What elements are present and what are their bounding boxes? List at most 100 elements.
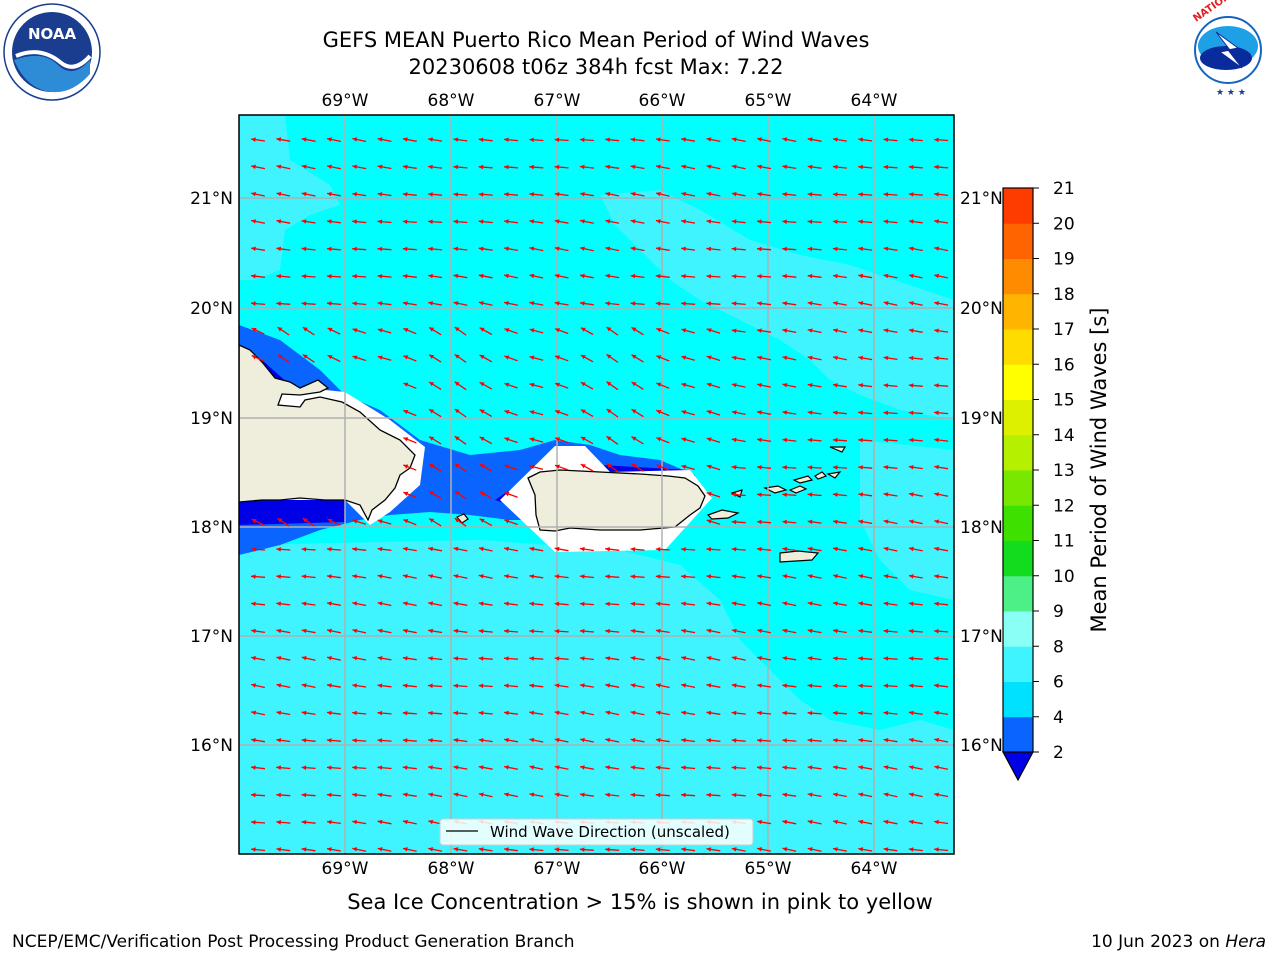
wind-wave-arrowhead [504, 328, 510, 333]
wind-wave-arrowhead [807, 546, 813, 552]
wind-wave-arrowhead [731, 246, 737, 252]
wind-wave-arrowhead [934, 328, 939, 333]
wind-wave-arrowhead [326, 547, 332, 552]
wind-wave-arrowhead [453, 246, 459, 252]
wind-wave-arrowhead [706, 464, 712, 469]
wind-wave-arrowhead [529, 464, 535, 470]
wind-wave-arrowhead [580, 792, 585, 798]
wind-wave-arrowhead [706, 628, 712, 634]
wind-wave-arrowhead [731, 191, 737, 197]
wind-wave-arrowhead [833, 819, 838, 825]
wind-wave-arrowhead [605, 765, 610, 770]
wind-wave-arrowhead [251, 628, 256, 634]
wind-wave-arrowhead [504, 601, 509, 606]
wind-wave-arrowhead [478, 738, 484, 743]
wind-wave-arrowhead [529, 629, 534, 634]
wind-wave-arrowhead [302, 327, 308, 332]
wind-wave-arrowhead [858, 273, 864, 279]
wind-wave-arrowhead [934, 301, 939, 306]
wind-wave-arrowhead [757, 710, 762, 716]
wind-wave-arrowhead [606, 436, 612, 441]
wind-wave-arrowhead [478, 683, 484, 689]
wind-wave-arrowhead [579, 601, 585, 607]
wind-wave-arrowhead [782, 710, 787, 716]
wind-wave-arrowhead [681, 683, 687, 688]
wind-wave-arrowhead [681, 574, 686, 579]
wind-wave-arrowhead [655, 710, 661, 715]
wind-wave-arrowhead [402, 192, 408, 197]
wind-wave-arrowhead [757, 355, 762, 361]
lat-label-right-20n: 20°N [960, 299, 1003, 319]
wind-wave-arrowhead [858, 410, 863, 415]
wind-wave-arrowhead [529, 410, 535, 415]
wind-wave-arrowhead [554, 273, 560, 279]
wind-wave-arrowhead [706, 191, 712, 197]
wind-wave-arrowhead [630, 164, 636, 170]
wind-wave-arrowhead [833, 601, 838, 606]
wind-wave-arrowhead [832, 437, 838, 443]
wind-wave-arrowhead [706, 738, 712, 743]
wind-wave-arrowhead [908, 164, 914, 170]
wind-wave-arrowhead [807, 410, 813, 415]
colorbar-under-triangle [1001, 751, 1035, 782]
wind-wave-arrowhead [883, 738, 889, 743]
wind-wave-arrowhead [326, 274, 332, 279]
wind-wave-arrowhead [251, 601, 256, 607]
wind-wave-arrowhead [377, 192, 383, 197]
wind-wave-arrowhead [858, 219, 863, 224]
wind-wave-arrowhead [655, 765, 661, 770]
wind-wave-arrowhead [655, 628, 661, 634]
wind-wave-arrowhead [529, 301, 535, 306]
wind-wave-arrowhead [858, 519, 864, 524]
lat-label-right-16n: 16°N [960, 736, 1003, 756]
colorbar-tick-label: 8 [1053, 637, 1064, 657]
wind-wave-arrowhead [605, 219, 611, 224]
ocean-light-zone-north [600, 190, 954, 420]
wind-wave-arrowhead [908, 574, 914, 579]
wind-wave-arrowhead [630, 737, 636, 743]
wind-wave-arrowhead [655, 547, 661, 552]
wind-wave-arrowhead [554, 847, 560, 852]
wind-wave-arrowhead [251, 765, 256, 770]
wind-wave-arrowhead [580, 273, 585, 279]
wind-wave-arrowhead [554, 629, 560, 634]
wind-wave-arrowhead [706, 301, 711, 306]
wind-wave-arrowhead [681, 656, 687, 661]
wind-wave-arrowhead [630, 219, 636, 224]
wind-wave-arrowhead [934, 246, 940, 251]
wind-wave-arrowhead [757, 192, 762, 197]
wind-wave-arrowhead [858, 710, 863, 716]
wind-wave-arrowhead [251, 219, 256, 224]
wind-wave-arrowhead [807, 383, 813, 388]
wind-wave-arrowhead [301, 301, 307, 306]
wind-wave-arrowhead [858, 355, 864, 361]
wind-wave-arrowhead [428, 656, 433, 661]
wind-wave-arrowhead [429, 327, 435, 332]
wind-wave-arrowhead [908, 683, 914, 688]
wind-wave-arrowhead [479, 518, 485, 523]
wind-wave-arrowhead [807, 738, 813, 743]
wind-wave-arrowhead [504, 137, 509, 142]
wind-wave-arrowhead [402, 546, 408, 552]
wind-wave-arrowhead [479, 464, 485, 469]
wind-wave-arrowhead [580, 683, 585, 688]
wind-wave-arrowhead [554, 792, 560, 797]
wind-wave-arrowhead [504, 219, 509, 224]
colorbar-tick-label: 17 [1053, 320, 1075, 340]
wind-wave-arrowhead [301, 164, 307, 169]
wind-wave-arrowhead [352, 246, 357, 252]
wind-wave-arrowhead [428, 847, 434, 852]
wind-wave-arrowhead [276, 792, 281, 798]
wind-wave-arrowhead [630, 301, 636, 306]
wind-wave-arrowhead [605, 547, 610, 552]
wind-wave-arrowhead [504, 628, 509, 634]
wind-wave-arrowhead [731, 574, 737, 579]
wind-wave-arrowhead [529, 601, 534, 607]
lat-label-right-19n: 19°N [960, 409, 1003, 429]
colorbar-tick-label: 2 [1053, 743, 1064, 763]
wind-wave-arrowhead [908, 246, 914, 251]
wind-wave-arrowhead [554, 546, 560, 552]
wind-wave-arrowhead [706, 792, 711, 798]
wind-wave-arrowhead [655, 274, 661, 279]
